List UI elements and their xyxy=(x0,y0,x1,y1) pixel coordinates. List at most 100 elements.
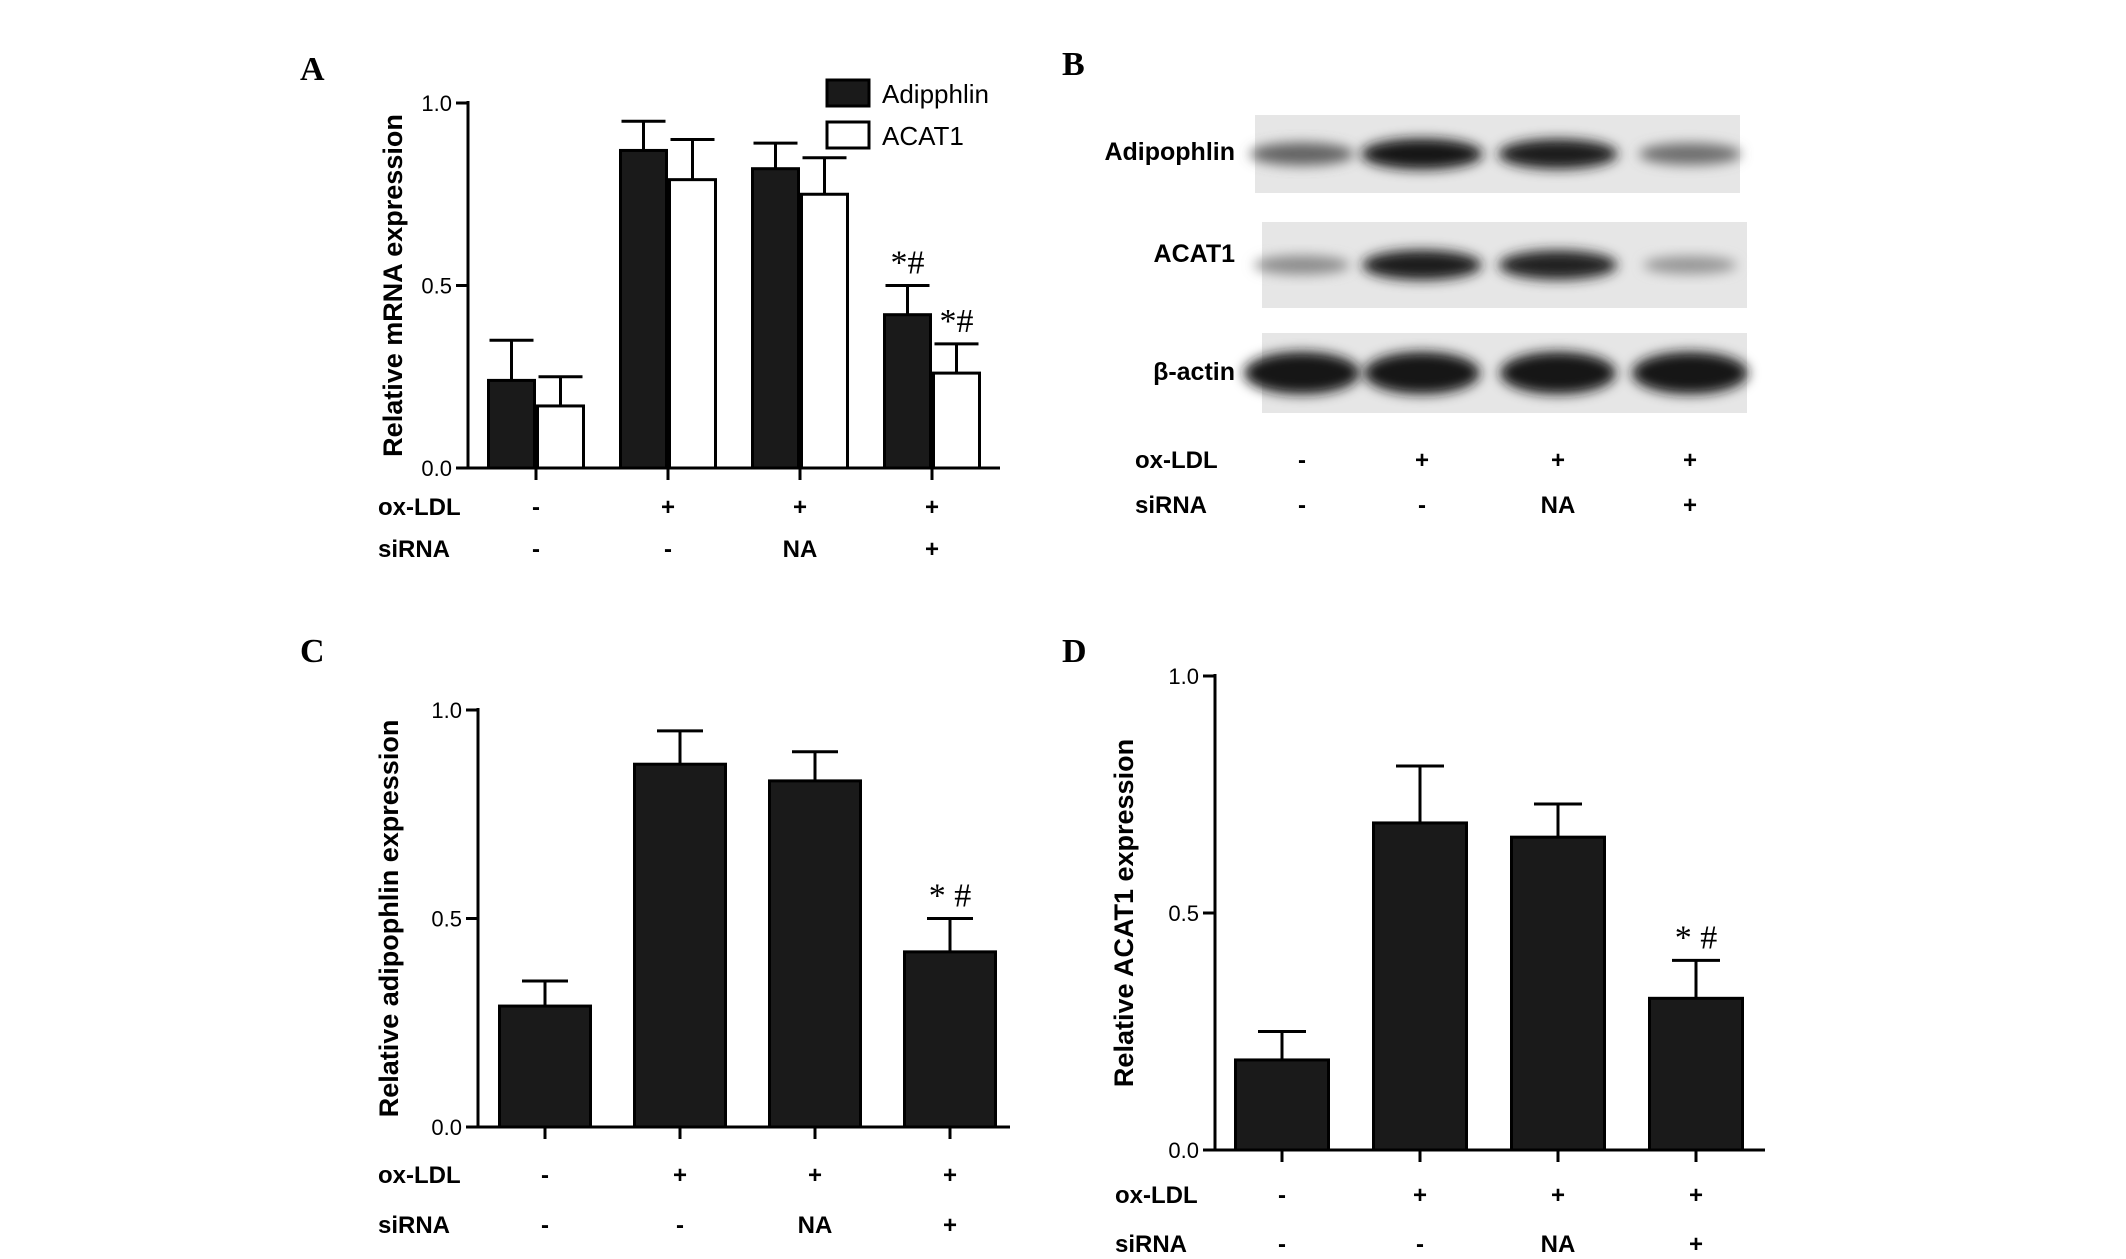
band-label-acat1: ACAT1 xyxy=(1154,240,1236,268)
a-y-tick-label: 0.5 xyxy=(421,274,452,299)
blot-band xyxy=(1249,142,1355,166)
b-row-label-sirna: siRNA xyxy=(1135,492,1207,519)
c-row-label-oxldl: ox-LDL xyxy=(378,1162,461,1189)
a-y-axis-label: Relative mRNA expression xyxy=(378,114,408,457)
c-y-axis-label: Relative adipophlin expression xyxy=(374,720,404,1118)
a-sirna-value: - xyxy=(532,536,540,563)
b-sirna-value: - xyxy=(1418,492,1426,519)
legend-swatch-acat1 xyxy=(825,120,871,150)
d-sirna-value: - xyxy=(1278,1231,1286,1258)
d-oxldl-value: + xyxy=(1413,1182,1427,1209)
c-sirna-value: - xyxy=(676,1212,684,1239)
d-oxldl-value: - xyxy=(1278,1182,1286,1209)
a-row-label-sirna: siRNA xyxy=(378,536,450,563)
c-bar xyxy=(768,779,862,1129)
a-bar xyxy=(800,192,849,470)
d-row-label-oxldl: ox-LDL xyxy=(1115,1182,1198,1209)
legend-swatch-adipphlin xyxy=(825,78,871,108)
b-oxldl-value: + xyxy=(1415,447,1429,474)
a-y-tick-label: 1.0 xyxy=(421,91,452,116)
a-bar xyxy=(883,313,932,470)
c-oxldl-value: - xyxy=(541,1162,549,1189)
blot-band xyxy=(1632,351,1748,395)
b-sirna-value: + xyxy=(1683,492,1697,519)
a-oxldl-value: + xyxy=(661,494,675,521)
a-significance-mark: *# xyxy=(891,245,925,282)
a-oxldl-value: - xyxy=(532,494,540,521)
blot-band xyxy=(1500,351,1616,395)
legend-label-adipphlin: Adipphlin xyxy=(882,79,989,109)
blot-band xyxy=(1362,250,1482,280)
d-bar xyxy=(1510,835,1606,1152)
c-sirna-value: - xyxy=(541,1212,549,1239)
c-bar xyxy=(903,950,997,1129)
d-sirna-value: NA xyxy=(1541,1231,1576,1258)
d-y-axis-label: Relative ACAT1 expression xyxy=(1109,739,1139,1087)
panel-letter-b: B xyxy=(1062,46,1085,83)
c-bar xyxy=(498,1004,592,1129)
band-label-beta-actin: β-actin xyxy=(1153,358,1235,386)
a-oxldl-value: + xyxy=(793,494,807,521)
blot-band xyxy=(1361,138,1483,170)
band-label-adipophlin: Adipophlin xyxy=(1104,138,1235,166)
b-oxldl-value: - xyxy=(1298,447,1306,474)
d-row-label-sirna: siRNA xyxy=(1115,1231,1187,1258)
c-oxldl-value: + xyxy=(808,1162,822,1189)
a-bar xyxy=(536,404,585,470)
d-y-tick-label: 0.0 xyxy=(1168,1138,1199,1163)
a-bar xyxy=(619,148,668,470)
blot-band xyxy=(1364,351,1480,395)
d-oxldl-value: + xyxy=(1551,1182,1565,1209)
d-oxldl-value: + xyxy=(1689,1182,1703,1209)
legend-label-acat1: ACAT1 xyxy=(882,121,964,151)
c-oxldl-value: + xyxy=(943,1162,957,1189)
panel-c-chart: 0.0 0.5 1.0 Relative adipophlin expression *… xyxy=(374,698,1010,1239)
d-y-tick-label: 0.5 xyxy=(1168,901,1199,926)
d-sirna-value: + xyxy=(1689,1231,1703,1258)
a-bar xyxy=(487,378,536,470)
c-y-tick-label: 0.0 xyxy=(431,1115,462,1140)
panel-letter-a: A xyxy=(300,51,325,88)
d-y-tick-label: 1.0 xyxy=(1168,664,1199,689)
b-sirna-value: - xyxy=(1298,492,1306,519)
blot-band xyxy=(1254,255,1350,275)
a-sirna-value: + xyxy=(925,536,939,563)
d-sirna-value: - xyxy=(1416,1231,1424,1258)
blot-band xyxy=(1498,250,1618,280)
c-y-tick-label: 1.0 xyxy=(431,698,462,723)
a-bar xyxy=(932,371,981,470)
c-bar xyxy=(633,762,727,1129)
panel-letter-c: C xyxy=(300,633,325,670)
b-row-label-oxldl: ox-LDL xyxy=(1135,447,1218,474)
b-oxldl-value: + xyxy=(1683,447,1697,474)
b-oxldl-value: + xyxy=(1551,447,1565,474)
a-y-tick-label: 0.0 xyxy=(421,456,452,481)
a-oxldl-value: + xyxy=(925,494,939,521)
c-row-label-sirna: siRNA xyxy=(378,1212,450,1239)
a-sirna-value: NA xyxy=(783,536,818,563)
a-bar xyxy=(751,167,800,470)
a-bar xyxy=(668,178,717,470)
c-significance-mark: * # xyxy=(929,878,972,915)
blot-band xyxy=(1643,256,1737,274)
blot-band xyxy=(1498,139,1618,169)
panel-a-chart: 0.0 0.5 1.0 Relative mRNA expression *# *# ox-… xyxy=(378,78,1000,563)
c-sirna-value: + xyxy=(943,1212,957,1239)
panel-b-western-blot: Adipophlin ACAT1 β-actin ox-LDL siRNA - - + - + NA… xyxy=(1104,115,1748,519)
a-row-label-oxldl: ox-LDL xyxy=(378,494,461,521)
d-bar xyxy=(1372,821,1468,1152)
blot-band xyxy=(1639,143,1741,165)
b-sirna-value: NA xyxy=(1541,492,1576,519)
d-significance-mark: * # xyxy=(1675,919,1718,956)
d-bar xyxy=(1648,996,1744,1152)
c-y-tick-label: 0.5 xyxy=(431,907,462,932)
a-significance-mark: *# xyxy=(940,303,974,340)
c-oxldl-value: + xyxy=(673,1162,687,1189)
a-sirna-value: - xyxy=(664,536,672,563)
panel-letter-d: D xyxy=(1062,633,1087,670)
d-bar xyxy=(1234,1058,1330,1152)
c-sirna-value: NA xyxy=(798,1212,833,1239)
panel-d-chart: 0.0 0.5 1.0 Relative ACAT1 expression * # ox-… xyxy=(1109,664,1765,1258)
blot-band xyxy=(1244,351,1360,395)
